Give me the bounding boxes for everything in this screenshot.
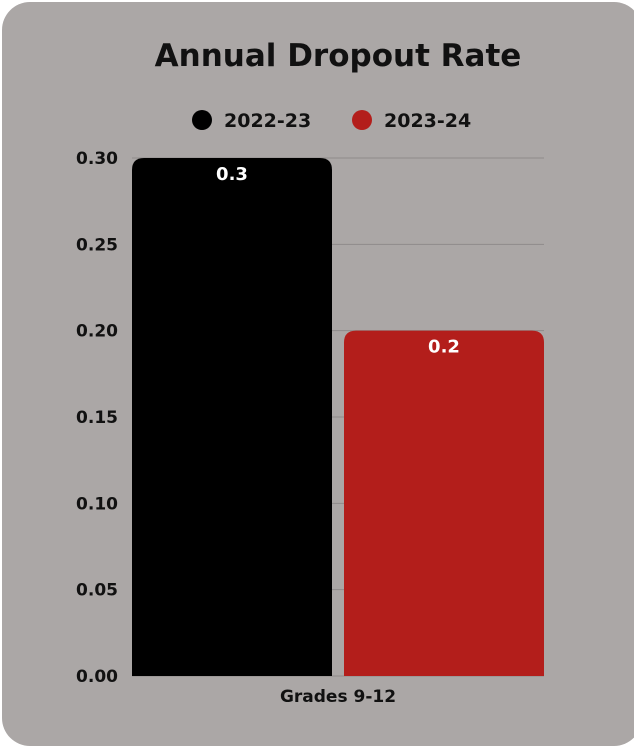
x-category-label: Grades 9-12: [280, 687, 396, 707]
bar-2023-24: [344, 330, 544, 676]
y-tick-label: 0.05: [76, 581, 118, 601]
y-tick-label: 0.15: [76, 408, 118, 428]
y-axis: 0.30 0.25 0.20 0.15 0.10 0.05 0.00: [76, 149, 118, 687]
legend-label: 2023-24: [384, 110, 471, 132]
data-label: 0.3: [216, 164, 248, 185]
legend-label: 2022-23: [224, 110, 311, 132]
data-label: 0.2: [428, 337, 460, 358]
bars: 0.3 0.2: [132, 158, 544, 676]
y-tick-label: 0.10: [76, 494, 118, 514]
legend-marker: [352, 110, 372, 130]
legend-marker: [192, 110, 212, 130]
y-tick-label: 0.00: [76, 667, 118, 687]
y-tick-label: 0.20: [76, 322, 118, 342]
chart-legend: 2022-23 2023-24: [192, 110, 471, 132]
bar-2022-23: [132, 158, 332, 676]
y-tick-label: 0.30: [76, 149, 118, 169]
x-axis: Grades 9-12: [280, 687, 396, 707]
chart-title: Annual Dropout Rate: [155, 38, 522, 74]
y-tick-label: 0.25: [76, 235, 118, 255]
